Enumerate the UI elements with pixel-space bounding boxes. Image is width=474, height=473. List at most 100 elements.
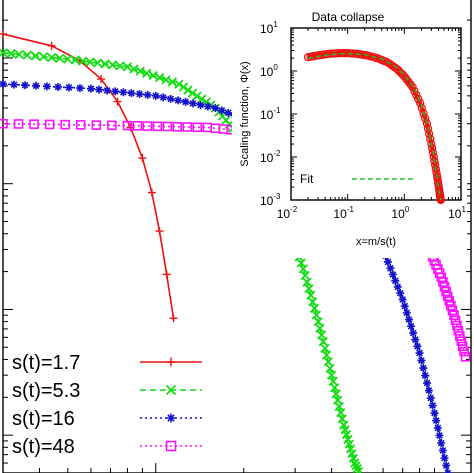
main-data-point (353, 466, 364, 473)
main-data-point (455, 331, 465, 341)
main-data-point (316, 330, 327, 340)
main-data-point (119, 88, 128, 97)
legend-label: s(t)=5.3 (12, 380, 80, 402)
main-data-point (182, 122, 193, 132)
main-data-point (453, 325, 464, 336)
main-data-point (309, 303, 320, 314)
main-data-point (142, 68, 152, 78)
main-data-point (456, 336, 467, 346)
main-data-point (107, 120, 117, 131)
main-data-point (115, 61, 125, 71)
main-data-point (174, 79, 184, 89)
main-data-point (178, 82, 189, 92)
main-data-point (196, 100, 205, 109)
main-data-point (162, 121, 173, 132)
inset-y-tick-label: 101 (260, 20, 278, 36)
main-data-point (55, 53, 65, 63)
inset-data-point (422, 119, 432, 128)
main-data-point (449, 310, 459, 320)
main-data-point (143, 90, 152, 99)
inset-data-point (430, 157, 439, 166)
inset-background (232, 8, 467, 258)
main-data-point (97, 75, 106, 84)
main-data-point (426, 394, 435, 403)
inset-title: Data collapse (312, 10, 385, 24)
main-data-point (433, 424, 442, 433)
legend-label: s(t)=1.7 (12, 352, 80, 374)
main-data-point (47, 41, 56, 50)
main-data-point (31, 81, 40, 90)
main-data-point (393, 282, 402, 291)
main-data-point (147, 188, 156, 197)
main-data-point (155, 227, 164, 236)
main-data-point (423, 379, 432, 388)
main-data-point (197, 94, 207, 104)
main-legend: s(t)=1.7 s(t)=5.3 s(t)=16 s(t)=48 (12, 352, 202, 458)
main-data-point (192, 91, 202, 101)
main-data-point (78, 56, 88, 66)
main-series-line (2, 33, 175, 319)
main-data-point (169, 314, 178, 323)
inset-x-tick-label: 101 (448, 205, 466, 221)
main-data-point (437, 439, 446, 448)
main-data-point (432, 416, 441, 425)
main-data-point (46, 52, 57, 63)
main-data-point (42, 82, 51, 91)
main-data-point (211, 104, 220, 113)
inset-y-tick-label: 100 (260, 63, 278, 79)
main-data-point (167, 77, 178, 87)
main-data-point (166, 94, 175, 103)
main-data-point (318, 337, 328, 347)
main-data-point (129, 64, 139, 74)
main-data-point (122, 120, 133, 131)
main-data-point (29, 119, 39, 129)
inset-plot: Data collapse 10-2 10-1 100 10110-310-210-1… (232, 8, 467, 258)
inset-data-point (433, 172, 442, 181)
main-data-point (159, 93, 168, 102)
inset-y-axis-label: Scaling function, Φ(x) (239, 61, 251, 166)
inset-x-tick-label: 10-1 (333, 205, 354, 221)
main-data-point (75, 84, 84, 93)
main-data-point (430, 409, 439, 418)
main-data-point (64, 83, 73, 92)
inset-series-layer (303, 49, 445, 205)
main-data-point (383, 257, 392, 266)
main-data-point (400, 302, 409, 311)
inset-data-point (431, 164, 440, 174)
main-data-point (95, 85, 104, 94)
main-data-point (302, 277, 312, 287)
main-data-point (308, 297, 318, 307)
main-data-point (135, 90, 144, 99)
legend-marker (166, 413, 176, 423)
main-data-point (224, 108, 233, 117)
main-data-point (325, 363, 335, 374)
main-data-point (442, 461, 451, 470)
main-data-point (9, 80, 18, 89)
main-data-point (162, 270, 171, 279)
inset-data-point (414, 94, 423, 104)
main-data-point (85, 57, 95, 67)
main-data-point (38, 52, 49, 62)
main-series-layer (0, 30, 471, 473)
inset-data-point (419, 109, 428, 118)
main-data-point (192, 122, 203, 133)
main-data-point (154, 72, 165, 83)
main-data-point (86, 84, 95, 93)
main-data-point (60, 119, 71, 130)
main-data-point (181, 97, 190, 106)
inset-x-tick-label: 100 (391, 205, 409, 221)
main-data-point (417, 356, 426, 365)
main-data-point (315, 323, 325, 333)
main-data-point (187, 88, 198, 98)
main-data-point (203, 102, 212, 111)
main-data-point (122, 62, 133, 72)
main-data-point (388, 270, 397, 279)
main-data-point (321, 350, 332, 360)
main-data-point (0, 80, 7, 89)
main-data-point (127, 89, 136, 98)
main-data-point (111, 87, 120, 96)
main-data-point (413, 342, 422, 351)
main-data-point (70, 55, 80, 65)
